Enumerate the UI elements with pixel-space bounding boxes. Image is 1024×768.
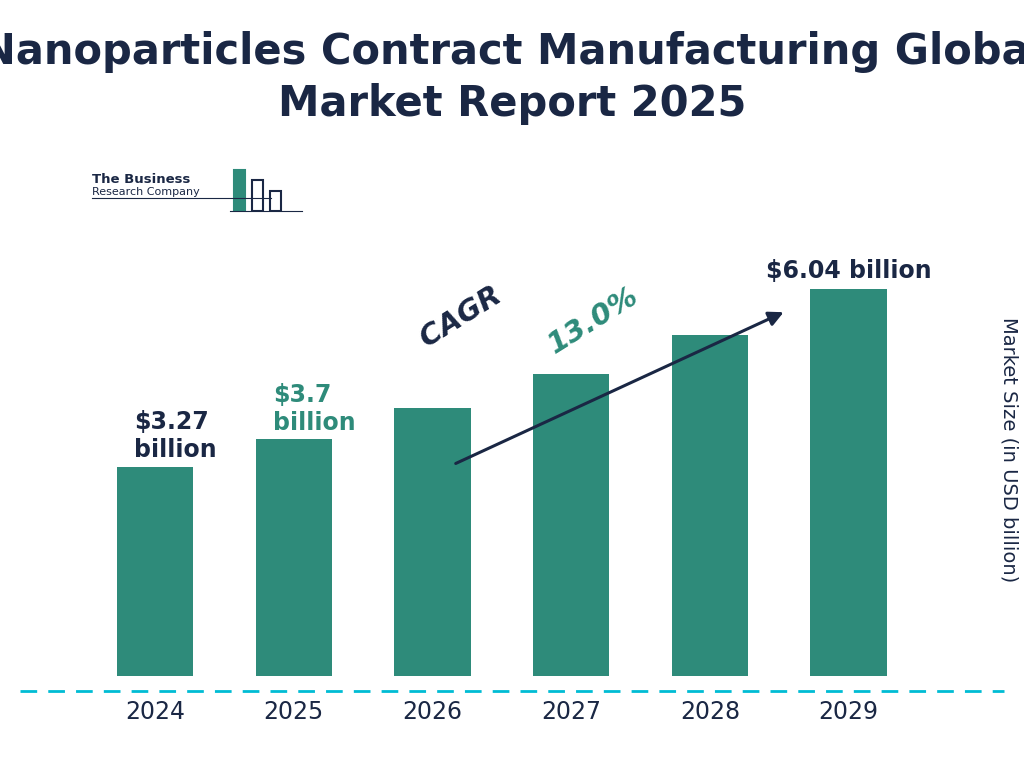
- Bar: [672, 335, 748, 676]
- Bar: [532, 374, 609, 676]
- Bar: [394, 409, 471, 676]
- Bar: [270, 190, 281, 211]
- Text: The Business: The Business: [92, 173, 190, 186]
- Text: 2027: 2027: [541, 700, 601, 724]
- Text: CAGR: CAGR: [416, 276, 516, 353]
- Text: 2028: 2028: [680, 700, 740, 724]
- Bar: [256, 439, 332, 676]
- Text: 2029: 2029: [818, 700, 879, 724]
- Bar: [233, 170, 245, 211]
- Text: 2025: 2025: [263, 700, 324, 724]
- Text: 13.0%: 13.0%: [544, 282, 644, 359]
- Text: Market Size (in USD billion): Market Size (in USD billion): [999, 316, 1018, 582]
- Bar: [810, 290, 887, 676]
- Text: $3.7
billion: $3.7 billion: [272, 382, 355, 435]
- Text: Research Company: Research Company: [92, 187, 200, 197]
- Text: 2026: 2026: [402, 700, 463, 724]
- Bar: [117, 466, 194, 676]
- Text: Nanoparticles Contract Manufacturing Global
Market Report 2025: Nanoparticles Contract Manufacturing Glo…: [0, 31, 1024, 124]
- Bar: [252, 180, 262, 211]
- Text: $3.27
billion: $3.27 billion: [134, 410, 217, 462]
- Text: 2024: 2024: [125, 700, 185, 724]
- Text: $6.04 billion: $6.04 billion: [766, 259, 932, 283]
